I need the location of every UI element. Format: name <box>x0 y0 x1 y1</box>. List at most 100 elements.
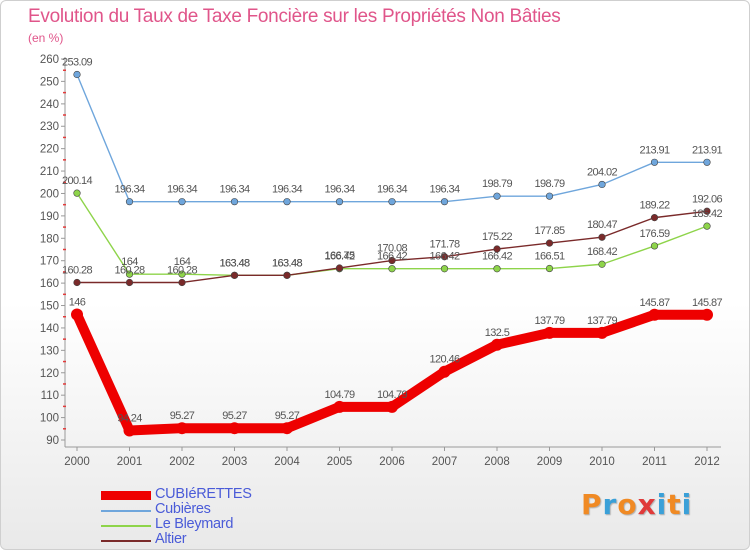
legend-label: Altier <box>155 531 187 547</box>
series-line <box>76 73 708 203</box>
data-point <box>178 270 186 278</box>
data-label: 189.22 <box>639 200 670 212</box>
data-label: 163.48 <box>272 257 303 269</box>
chart-title: Evolution du Taux de Taxe Foncière sur l… <box>28 6 561 27</box>
data-label: 163.48 <box>219 257 250 269</box>
data-point <box>228 422 241 435</box>
data-point <box>650 158 659 166</box>
x-tick-label: 2011 <box>642 456 667 468</box>
data-label: 192.06 <box>692 193 723 205</box>
data-label: 200.14 <box>62 175 93 187</box>
data-label: 213.91 <box>692 144 723 156</box>
x-tick-label: 2006 <box>379 456 405 468</box>
data-label: 145.87 <box>692 297 723 309</box>
data-label: 104.79 <box>377 389 408 401</box>
data-point <box>650 242 659 250</box>
data-point <box>703 222 711 230</box>
y-tick-label: 100 <box>40 413 59 425</box>
data-point <box>491 338 503 351</box>
legend-label: CUBIéRETTES <box>155 486 252 502</box>
data-label: 137.79 <box>587 315 618 327</box>
x-tick-label: 2001 <box>117 456 143 468</box>
data-label: 145.87 <box>639 297 670 309</box>
data-label: 196.34 <box>429 184 460 196</box>
logo-letter: o <box>617 488 638 521</box>
y-tick-label: 180 <box>40 233 59 245</box>
data-point <box>386 400 398 413</box>
data-point <box>545 239 554 247</box>
data-label: 196.34 <box>272 184 303 196</box>
data-label: 137.79 <box>534 315 565 327</box>
logo-letter: i <box>656 488 668 521</box>
data-point <box>333 400 346 413</box>
data-label: 163.48 <box>272 257 303 269</box>
data-label: 204.02 <box>587 166 618 178</box>
data-label: 95.27 <box>222 410 247 422</box>
data-point <box>73 278 81 287</box>
data-label: 196.34 <box>324 184 355 196</box>
y-tick-label: 150 <box>40 301 59 313</box>
logo-letter: i <box>681 488 693 521</box>
data-label: 196.34 <box>219 184 250 196</box>
data-point <box>493 245 501 253</box>
x-tick-label: 2008 <box>484 456 510 468</box>
y-tick-label: 210 <box>40 166 59 178</box>
data-label: 213.91 <box>639 144 670 156</box>
y-tick-label: 200 <box>40 188 59 200</box>
data-point <box>283 271 291 279</box>
data-label: 132.5 <box>485 327 510 339</box>
data-label: 196.34 <box>114 184 145 196</box>
data-point <box>598 233 606 241</box>
data-label: 175.22 <box>482 231 513 243</box>
legend-swatch <box>101 491 151 500</box>
x-tick-label: 2010 <box>589 456 615 468</box>
data-label: 253.09 <box>62 56 93 68</box>
data-label: 160.28 <box>62 264 93 276</box>
data-label: 120.46 <box>429 354 460 366</box>
data-label: 95.27 <box>275 410 300 422</box>
y-tick-label: 110 <box>41 390 59 402</box>
data-point <box>650 214 659 222</box>
data-labels: 146 94.24 95.27 95.27 95.27 104.79 104.79 120.4… <box>62 56 723 424</box>
data-point <box>388 265 396 273</box>
data-label: 146 <box>69 296 86 308</box>
data-point <box>440 253 449 261</box>
data-point <box>648 308 661 321</box>
logo-letter: P <box>581 488 603 521</box>
legend-swatch <box>101 510 151 512</box>
data-point <box>71 308 83 321</box>
data-point <box>440 265 449 273</box>
proxiti-logo: Proxiti <box>581 488 692 521</box>
data-point <box>125 270 134 278</box>
legend-label: Le Bleymard <box>155 516 234 532</box>
data-label: 164 <box>174 256 191 268</box>
data-label: 180.47 <box>587 219 618 231</box>
data-point <box>176 422 188 435</box>
data-point <box>335 264 344 272</box>
y-tick-label: 240 <box>40 99 59 111</box>
data-point <box>388 198 396 206</box>
data-point <box>230 198 239 206</box>
data-point <box>440 198 449 206</box>
data-label: 160.28 <box>167 264 198 276</box>
logo-letter: r <box>602 488 618 521</box>
data-point <box>545 264 554 273</box>
y-tick-label: 120 <box>40 368 59 380</box>
y-tick-label: 130 <box>40 345 59 357</box>
legend-label: Cubières <box>155 501 211 517</box>
y-tick-label: 170 <box>40 256 59 268</box>
data-point <box>123 424 136 437</box>
data-point <box>596 326 608 339</box>
data-point <box>701 308 713 321</box>
data-point <box>598 180 606 189</box>
data-point <box>125 198 134 206</box>
data-label: 160.28 <box>114 264 145 276</box>
series-altier <box>73 207 711 287</box>
data-label: 166.42 <box>482 251 513 263</box>
x-tick-label: 2007 <box>432 456 458 468</box>
data-point <box>335 198 344 206</box>
legend-swatch <box>101 525 151 527</box>
data-label: 95.27 <box>170 410 195 422</box>
x-tick-label: 2005 <box>327 456 353 468</box>
